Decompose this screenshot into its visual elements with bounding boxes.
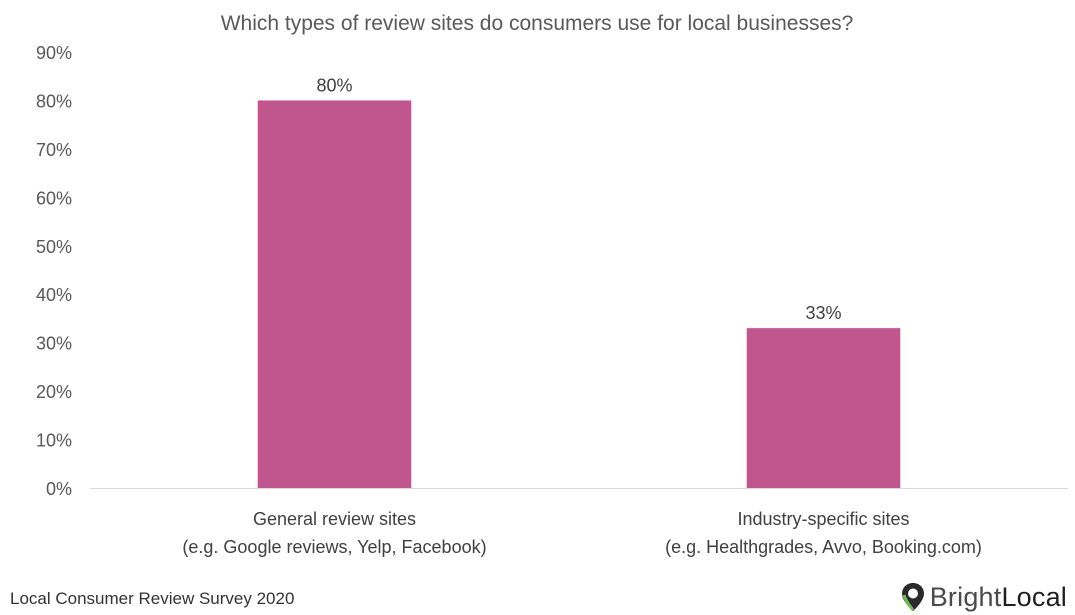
x-tick-label: Industry-specific sites [737, 509, 909, 529]
y-tick-label: 80% [36, 91, 72, 111]
y-tick-label: 10% [36, 431, 72, 451]
y-tick-label: 70% [36, 140, 72, 160]
y-tick-label: 60% [36, 188, 72, 208]
x-tick-label: General review sites [253, 509, 416, 529]
brand-name-part: Local [1001, 581, 1067, 612]
y-tick-label: 30% [36, 334, 72, 354]
y-tick-label: 20% [36, 382, 72, 402]
y-tick-label: 50% [36, 237, 72, 257]
data-label: 33% [805, 303, 841, 323]
bar [746, 328, 901, 488]
bar [257, 100, 412, 488]
y-tick-label: 90% [36, 43, 72, 63]
brand-logo: BrightLocal [900, 582, 1067, 612]
map-pin-icon [901, 583, 924, 611]
x-tick-label: (e.g. Healthgrades, Avvo, Booking.com) [665, 537, 982, 557]
y-tick-label: 0% [46, 479, 72, 499]
chart-title: Which types of review sites do consumers… [221, 12, 854, 35]
data-label: 80% [316, 75, 352, 95]
survey-source: Local Consumer Review Survey 2020 [10, 589, 295, 608]
bar-chart: Which types of review sites do consumers… [36, 12, 1068, 557]
y-tick-label: 40% [36, 285, 72, 305]
brand-name-part: Bright [929, 581, 1002, 612]
x-tick-label: (e.g. Google reviews, Yelp, Facebook) [182, 537, 486, 557]
